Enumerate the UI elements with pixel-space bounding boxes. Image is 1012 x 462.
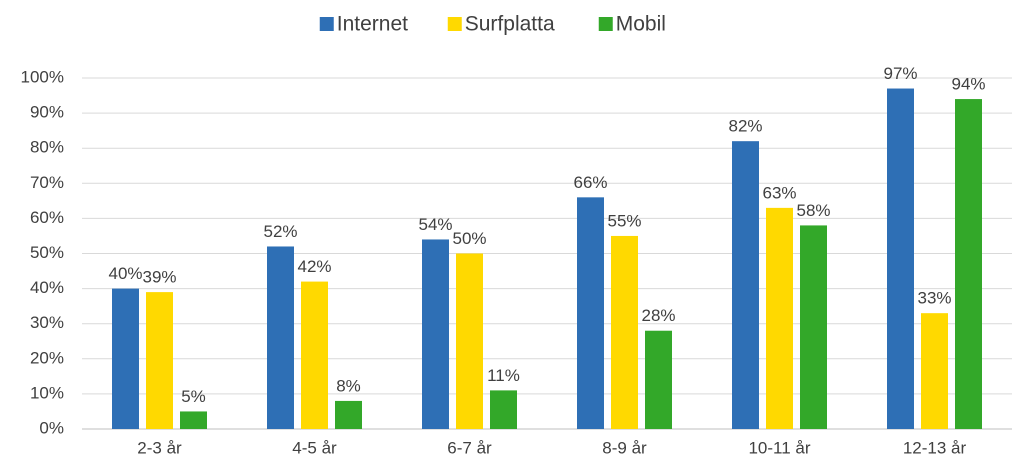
y-tick-label: 60% — [30, 208, 64, 227]
value-label: 11% — [487, 366, 520, 385]
bar — [800, 225, 827, 429]
bar — [887, 88, 914, 429]
legend-swatch — [598, 17, 613, 31]
bar — [732, 141, 759, 429]
value-label: 33% — [917, 289, 951, 308]
bar — [490, 390, 517, 429]
legend-swatch — [447, 17, 462, 31]
legend: Internet Surfplatta Mobil — [319, 13, 666, 36]
value-label: 94% — [951, 75, 985, 94]
bar — [645, 330, 672, 429]
value-label: 40% — [108, 264, 142, 283]
y-tick-label: 20% — [30, 348, 64, 367]
bar — [577, 197, 604, 429]
value-label: 50% — [452, 229, 486, 248]
y-tick-label: 30% — [30, 313, 64, 332]
bar — [267, 246, 294, 429]
value-label: 63% — [762, 183, 796, 202]
bar — [766, 207, 793, 429]
x-tick-label: 10-11 år — [748, 438, 810, 457]
y-tick-label: 90% — [30, 103, 64, 122]
value-label: 54% — [418, 215, 452, 234]
x-tick-label: 6-7 år — [447, 438, 492, 457]
bar — [112, 288, 139, 429]
x-tick-label: 8-9 år — [602, 438, 647, 457]
value-label: 82% — [728, 117, 762, 136]
bar — [422, 239, 449, 429]
value-label: 97% — [883, 64, 917, 83]
value-label: 52% — [263, 222, 297, 241]
bar — [921, 313, 948, 429]
y-tick-label: 10% — [30, 383, 64, 402]
legend-label: Surfplatta — [465, 13, 555, 36]
bar — [301, 281, 328, 429]
bar — [611, 235, 638, 429]
value-label: 28% — [641, 306, 675, 325]
value-label: 55% — [607, 211, 641, 230]
value-label: 58% — [796, 201, 830, 220]
y-tick-label: 80% — [30, 138, 64, 157]
y-tick-label: 70% — [30, 173, 64, 192]
bar — [955, 99, 982, 429]
bar — [456, 253, 483, 429]
value-label: 5% — [181, 387, 206, 406]
x-tick-label: 4-5 år — [292, 438, 337, 457]
bar — [335, 400, 362, 429]
x-tick-label: 2-3 år — [137, 438, 182, 457]
y-tick-label: 0% — [39, 418, 64, 437]
value-label: 42% — [297, 257, 331, 276]
y-tick-label: 40% — [30, 278, 64, 297]
bar — [180, 411, 207, 429]
legend-label: Mobil — [616, 13, 666, 36]
bar — [146, 292, 173, 429]
value-label: 8% — [336, 376, 361, 395]
y-tick-label: 100% — [21, 67, 64, 86]
y-tick-label: 50% — [30, 243, 64, 262]
value-label: 66% — [573, 173, 607, 192]
value-label: 39% — [142, 268, 176, 287]
x-tick-label: 12-13 år — [903, 438, 967, 457]
legend-label: Internet — [337, 13, 408, 36]
legend-swatch — [319, 17, 334, 31]
